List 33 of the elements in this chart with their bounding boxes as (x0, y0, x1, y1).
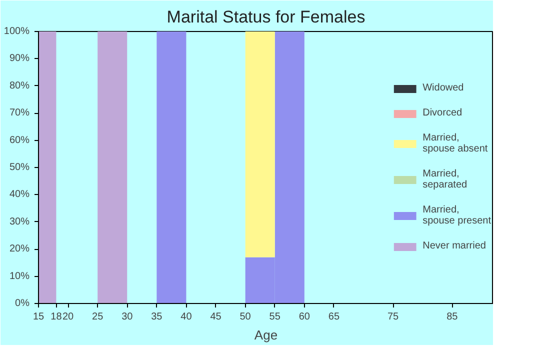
x-axis-title: Age (254, 328, 278, 342)
y-tick-label: 30% (9, 216, 30, 228)
legend-label: Married, separated (422, 168, 468, 190)
x-tick-label: 85 (446, 312, 458, 322)
x-tick-label: 35 (151, 312, 163, 322)
y-tick-label: 80% (9, 80, 30, 92)
x-tick-label: 60 (298, 312, 310, 322)
x-tick-label: 75 (387, 312, 400, 322)
y-tick-label: 10% (9, 270, 30, 282)
legend-label: Widowed (422, 82, 464, 94)
y-tick-label: 0% (15, 298, 30, 309)
chart-title: Marital Status for Females (166, 8, 366, 26)
legend-label: Married, spouse present (422, 204, 491, 226)
x-tick-label: 15 (32, 312, 44, 322)
x-tick-label: 50 (240, 312, 252, 322)
x-tick-label: 25 (92, 312, 104, 322)
x-tick-label: 40 (180, 312, 192, 322)
x-tick-label: 55 (269, 312, 281, 322)
legend-label: Divorced (422, 108, 462, 118)
y-tick-label: 100% (4, 26, 30, 37)
y-tick-label: 20% (9, 244, 30, 255)
y-tick-label: 40% (9, 189, 30, 200)
x-tick-label: 18 (50, 312, 62, 322)
x-tick-label: 65 (328, 312, 340, 322)
y-tick-label: 90% (9, 53, 30, 64)
y-tick-label: 50% (9, 162, 30, 173)
y-tick-label: 60% (9, 134, 30, 146)
x-tick-label: 30 (122, 312, 134, 322)
x-tick-label: 20 (62, 312, 74, 322)
legend-label: Never married (422, 240, 486, 252)
y-tick-label: 70% (9, 108, 30, 119)
x-tick-label: 45 (210, 312, 222, 322)
legend-label: Married, spouse absent (422, 132, 488, 154)
